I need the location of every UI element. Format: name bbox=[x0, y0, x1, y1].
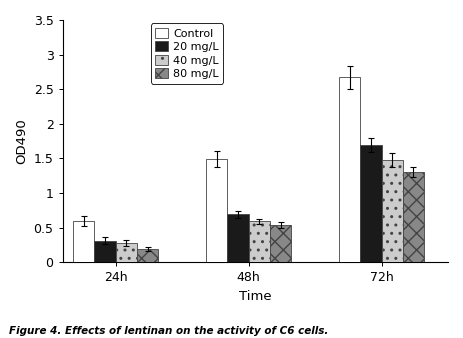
Bar bbox=[249, 221, 270, 262]
Bar bbox=[382, 160, 403, 262]
Y-axis label: OD490: OD490 bbox=[15, 118, 28, 164]
X-axis label: Time: Time bbox=[239, 290, 272, 303]
Bar bbox=[339, 77, 360, 262]
Legend: Control, 20 mg/L, 40 mg/L, 80 mg/L: Control, 20 mg/L, 40 mg/L, 80 mg/L bbox=[151, 23, 223, 84]
Bar bbox=[206, 159, 227, 262]
Bar bbox=[227, 214, 249, 262]
Bar bbox=[403, 172, 424, 262]
Bar bbox=[73, 221, 94, 262]
Bar bbox=[116, 243, 137, 262]
Bar bbox=[137, 249, 158, 262]
Bar bbox=[270, 225, 291, 262]
Bar bbox=[360, 145, 382, 262]
Text: Figure 4. Effects of lentinan on the activity of C6 cells.: Figure 4. Effects of lentinan on the act… bbox=[9, 326, 329, 336]
Bar bbox=[94, 241, 116, 262]
